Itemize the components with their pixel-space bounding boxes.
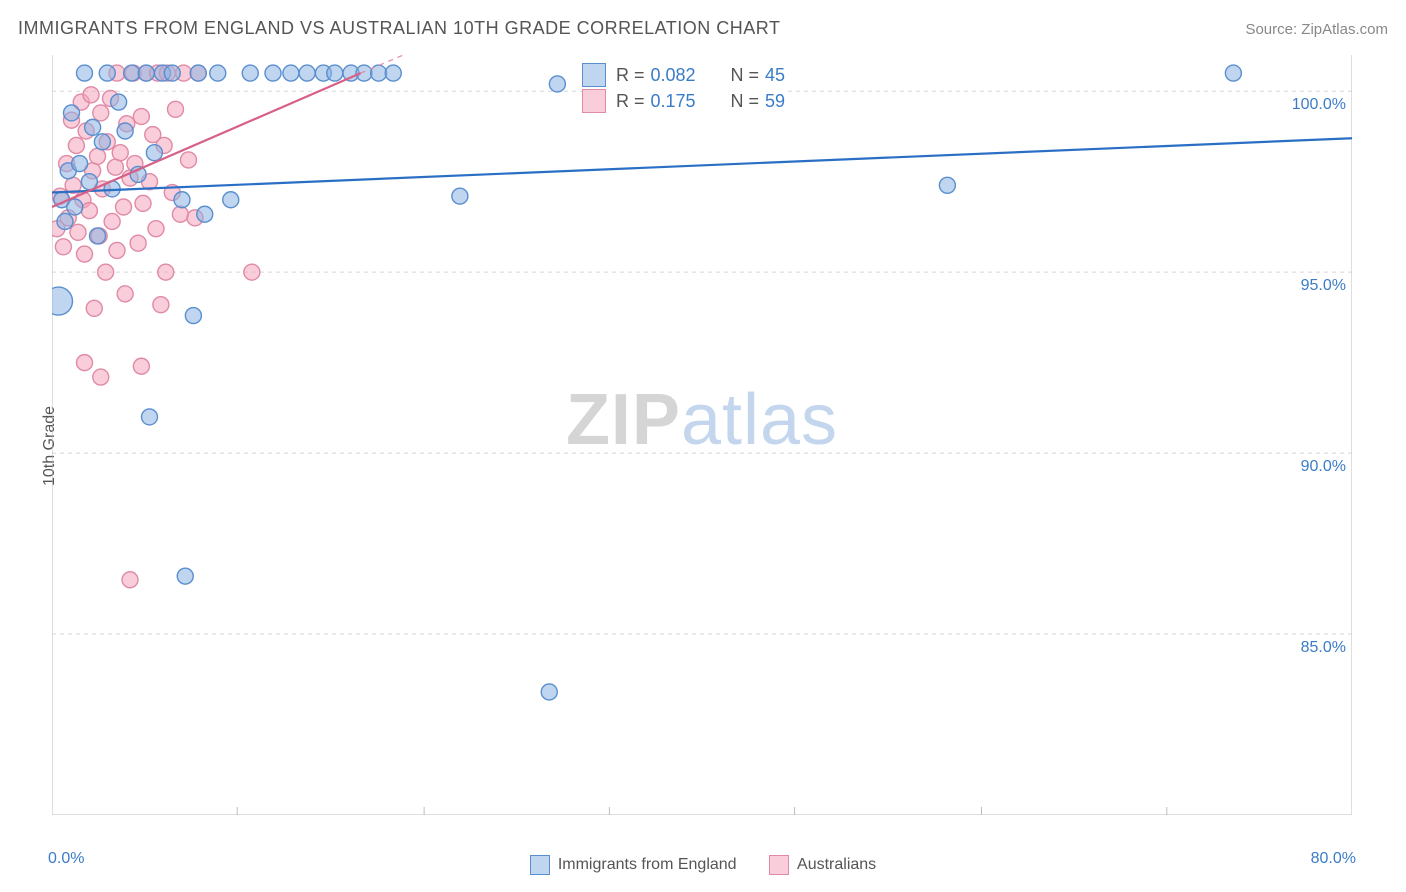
data-point <box>81 203 97 219</box>
data-point <box>174 192 190 208</box>
data-point <box>223 192 239 208</box>
data-point <box>90 148 106 164</box>
data-point <box>64 105 80 121</box>
data-point <box>83 87 99 103</box>
stats-swatch <box>582 63 606 87</box>
data-point <box>93 105 109 121</box>
data-point <box>116 199 132 215</box>
data-point <box>452 188 468 204</box>
data-point <box>122 572 138 588</box>
data-point <box>146 145 162 161</box>
data-point <box>244 264 260 280</box>
data-point <box>104 213 120 229</box>
data-point <box>98 264 114 280</box>
data-point <box>181 152 197 168</box>
data-point <box>385 65 401 81</box>
data-point <box>99 65 115 81</box>
data-point <box>133 358 149 374</box>
chart-title: IMMIGRANTS FROM ENGLAND VS AUSTRALIAN 10… <box>18 18 780 39</box>
data-point <box>130 235 146 251</box>
stats-r-label: R = <box>616 65 645 86</box>
stats-swatch <box>582 89 606 113</box>
data-point <box>117 123 133 139</box>
legend-swatch-australians <box>769 855 789 875</box>
data-point <box>85 119 101 135</box>
data-point <box>939 177 955 193</box>
data-point <box>138 65 154 81</box>
chart-header: IMMIGRANTS FROM ENGLAND VS AUSTRALIAN 10… <box>18 18 1388 39</box>
data-point <box>93 369 109 385</box>
data-point <box>242 65 258 81</box>
stats-row-australians: R = 0.175 N =59 <box>582 89 785 113</box>
data-point <box>86 300 102 316</box>
legend-label-australians: Australians <box>797 856 876 874</box>
legend-label-england: Immigrants from England <box>558 856 737 874</box>
data-point <box>77 65 93 81</box>
legend-swatch-england <box>530 855 550 875</box>
data-point <box>77 355 93 371</box>
svg-text:95.0%: 95.0% <box>1301 277 1346 294</box>
data-point <box>70 224 86 240</box>
data-point <box>107 159 123 175</box>
data-point <box>57 213 73 229</box>
data-point <box>283 65 299 81</box>
scatter-plot: 85.0%90.0%95.0%100.0% ZIPatlas R =0.082N… <box>52 55 1352 815</box>
stats-n-label: N = <box>731 65 760 86</box>
source-label: Source: ZipAtlas.com <box>1245 21 1388 38</box>
data-point <box>190 65 206 81</box>
data-point <box>112 145 128 161</box>
data-point <box>158 264 174 280</box>
data-point <box>68 137 84 153</box>
data-point <box>148 221 164 237</box>
svg-text:100.0%: 100.0% <box>1292 96 1346 113</box>
data-point <box>197 206 213 222</box>
bottom-legend: Immigrants from England Australians <box>0 855 1406 880</box>
regression-line <box>52 138 1352 192</box>
legend-item-england: Immigrants from England <box>530 855 737 875</box>
stats-n-label: N = <box>731 91 760 112</box>
data-point <box>168 101 184 117</box>
stats-legend-box: R = 0.082 N =45 R = 0.175 N =59 <box>582 61 785 115</box>
stats-row-england: R = 0.082 N =45 <box>582 63 785 87</box>
data-point <box>109 242 125 258</box>
stats-r-label: R = <box>616 91 645 112</box>
svg-text:85.0%: 85.0% <box>1301 639 1346 656</box>
data-point <box>90 228 106 244</box>
stats-n-value: 45 <box>765 65 785 86</box>
data-point <box>77 246 93 262</box>
data-point <box>142 409 158 425</box>
data-point <box>117 286 133 302</box>
data-point <box>135 195 151 211</box>
data-point <box>164 65 180 81</box>
data-point <box>299 65 315 81</box>
legend-item-australians: Australians <box>769 855 876 875</box>
data-point <box>549 76 565 92</box>
data-point <box>124 65 140 81</box>
data-point <box>265 65 281 81</box>
stats-r-value: 0.082 <box>651 65 721 86</box>
data-point <box>153 297 169 313</box>
svg-text:90.0%: 90.0% <box>1301 458 1346 475</box>
data-point <box>67 199 83 215</box>
data-point <box>185 308 201 324</box>
data-point <box>111 94 127 110</box>
data-point <box>55 239 71 255</box>
stats-r-value: 0.175 <box>651 91 721 112</box>
data-point <box>177 568 193 584</box>
data-point <box>133 109 149 125</box>
plot-svg: 85.0% 90.0% 95.0% 100.0% <box>52 55 1352 815</box>
stats-n-value: 59 <box>765 91 785 112</box>
data-point <box>1225 65 1241 81</box>
data-point <box>172 206 188 222</box>
data-point <box>210 65 226 81</box>
data-point <box>94 134 110 150</box>
data-point <box>327 65 343 81</box>
data-point <box>541 684 557 700</box>
data-point <box>72 156 88 172</box>
data-point <box>52 287 73 315</box>
